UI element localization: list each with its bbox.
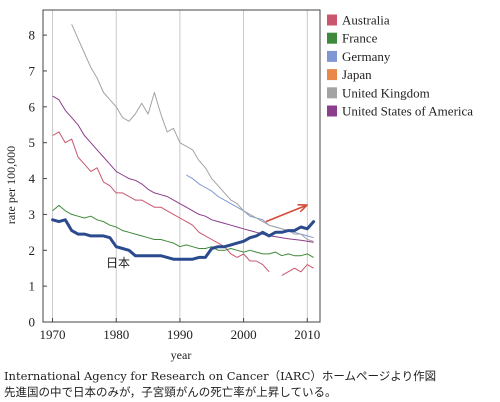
y-tick-label: 1	[29, 279, 36, 294]
series-line-france	[52, 204, 314, 258]
y-axis-title: rate per 100,000	[4, 146, 18, 224]
series-line-united-states-of-america	[52, 95, 314, 243]
japan-annotation: 日本	[106, 256, 130, 270]
highlight-layer	[51, 205, 316, 261]
series-line-germany	[186, 174, 314, 239]
caption-note: 先進国の中で日本のみが，子宮頸がんの死亡率が上昇している。	[4, 385, 337, 399]
y-tick-label: 5	[29, 135, 36, 150]
legend-label-united-states-of-america: United States of America	[342, 104, 473, 119]
x-tick-label: 2000	[231, 327, 257, 342]
series-line-australia	[52, 131, 314, 276]
y-tick-label: 2	[29, 243, 36, 258]
caption-source: International Agency for Research on Can…	[4, 369, 437, 383]
legend-label-germany: Germany	[342, 49, 391, 64]
y-tick-label: 0	[29, 315, 36, 330]
legend-swatch-france	[327, 32, 337, 44]
legend-swatch-germany	[327, 50, 337, 62]
y-tick-label: 7	[29, 63, 36, 78]
series-line-japan	[51, 218, 316, 261]
x-axis-title: year	[171, 348, 192, 362]
x-tick-label: 2010	[294, 327, 320, 342]
legend-swatch-australia	[327, 14, 337, 26]
legend-label-japan: Japan	[342, 67, 372, 82]
y-tick-label: 3	[29, 207, 36, 222]
legend: Australia France Germany Japan United Kingdo…	[327, 13, 473, 119]
grid	[52, 10, 308, 322]
x-tick-label: 1990	[167, 327, 193, 342]
x-tick-label: 1970	[40, 327, 66, 342]
legend-swatch-japan	[327, 69, 337, 81]
series-line-united-kingdom	[71, 24, 314, 242]
axis-ticks: 0 1 2 3 4 5 6 7 8 1970 1980 1990 2000 2010	[29, 28, 321, 342]
y-tick-label: 6	[29, 99, 36, 114]
trend-arrow	[265, 205, 306, 223]
legend-swatch-united-states-of-america	[327, 105, 337, 117]
plot-frame	[42, 9, 321, 323]
series-layer	[52, 24, 314, 276]
y-tick-label: 8	[29, 28, 36, 43]
legend-label-united-kingdom: United Kingdom	[342, 85, 430, 100]
y-tick-label: 4	[29, 171, 36, 186]
legend-swatch-united-kingdom	[327, 87, 337, 99]
legend-label-australia: Australia	[342, 13, 390, 28]
legend-label-france: France	[342, 31, 378, 46]
x-tick-label: 1980	[103, 327, 129, 342]
